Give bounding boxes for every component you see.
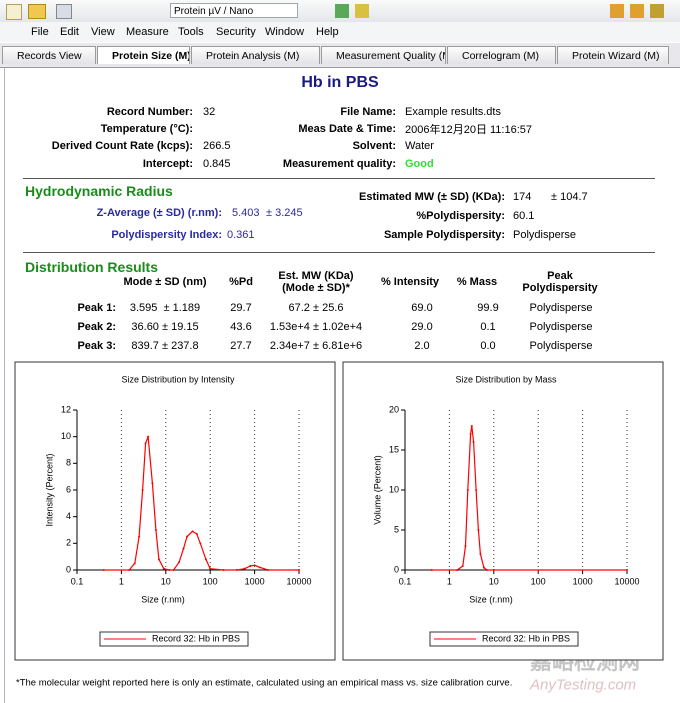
data-point <box>145 442 147 444</box>
data-point <box>493 569 495 571</box>
data-point <box>267 569 269 571</box>
data-point <box>486 569 488 571</box>
data-point <box>147 436 149 438</box>
data-point <box>464 545 466 547</box>
x-tick-label: 1 <box>447 576 452 586</box>
y-tick-label: 0 <box>394 564 399 574</box>
data-point <box>196 533 198 535</box>
data-point <box>163 568 165 570</box>
x-tick-label: 0.1 <box>399 576 412 586</box>
legend-label: Record 32: Hb in PBS <box>152 633 240 643</box>
data-point <box>626 569 628 571</box>
data-point <box>178 561 180 563</box>
x-tick-label: 10000 <box>614 576 639 586</box>
y-tick-label: 20 <box>389 404 399 414</box>
x-tick-label: 100 <box>203 576 218 586</box>
data-point <box>192 530 194 532</box>
data-point <box>158 558 160 560</box>
x-tick-label: 10 <box>161 576 171 586</box>
y-axis-label: Intensity (Percent) <box>44 453 54 526</box>
data-point <box>259 566 261 568</box>
data-point <box>254 564 256 566</box>
data-point <box>151 482 153 484</box>
data-point <box>223 569 225 571</box>
data-point <box>182 548 184 550</box>
data-point <box>431 569 433 571</box>
x-tick-label: 10000 <box>286 576 311 586</box>
x-tick-label: 10 <box>489 576 499 586</box>
data-point <box>236 569 238 571</box>
y-axis-label: Volume (Percent) <box>372 455 382 525</box>
data-point <box>142 489 144 491</box>
data-point <box>462 565 464 567</box>
data-point <box>173 569 175 571</box>
y-tick-label: 6 <box>66 484 71 494</box>
x-axis-label: Size (r.nm) <box>469 594 513 604</box>
y-tick-label: 5 <box>394 524 399 534</box>
legend-label: Record 32: Hb in PBS <box>482 633 570 643</box>
data-point <box>244 568 246 570</box>
x-tick-label: 100 <box>531 576 546 586</box>
x-tick-label: 0.1 <box>71 576 84 586</box>
data-point <box>475 489 477 491</box>
y-tick-label: 2 <box>66 538 71 548</box>
data-point <box>138 536 140 538</box>
chart-title: Size Distribution by Intensity <box>121 374 235 384</box>
data-point <box>470 433 472 435</box>
y-tick-label: 15 <box>389 444 399 454</box>
x-tick-label: 1000 <box>573 576 593 586</box>
data-point <box>186 536 188 538</box>
y-tick-label: 10 <box>61 431 71 441</box>
data-point <box>483 567 485 569</box>
y-tick-label: 4 <box>66 511 71 521</box>
y-tick-label: 10 <box>389 484 399 494</box>
data-point <box>456 569 458 571</box>
data-point <box>199 542 201 544</box>
data-point <box>477 529 479 531</box>
data-point <box>205 558 207 560</box>
x-tick-label: 1 <box>119 576 124 586</box>
data-point <box>134 562 136 564</box>
data-point <box>471 425 473 427</box>
data-point <box>209 568 211 570</box>
y-tick-label: 12 <box>61 404 71 414</box>
x-tick-label: 1000 <box>245 576 265 586</box>
y-tick-label: 0 <box>66 564 71 574</box>
x-axis-label: Size (r.nm) <box>141 594 185 604</box>
data-point <box>103 569 105 571</box>
data-point <box>249 565 251 567</box>
data-point <box>128 569 130 571</box>
data-point <box>298 569 300 571</box>
chart-title: Size Distribution by Mass <box>455 374 557 384</box>
data-point <box>155 529 157 531</box>
data-point <box>168 569 170 571</box>
y-tick-label: 8 <box>66 458 71 468</box>
data-point <box>473 441 475 443</box>
data-point <box>479 553 481 555</box>
data-point <box>467 489 469 491</box>
